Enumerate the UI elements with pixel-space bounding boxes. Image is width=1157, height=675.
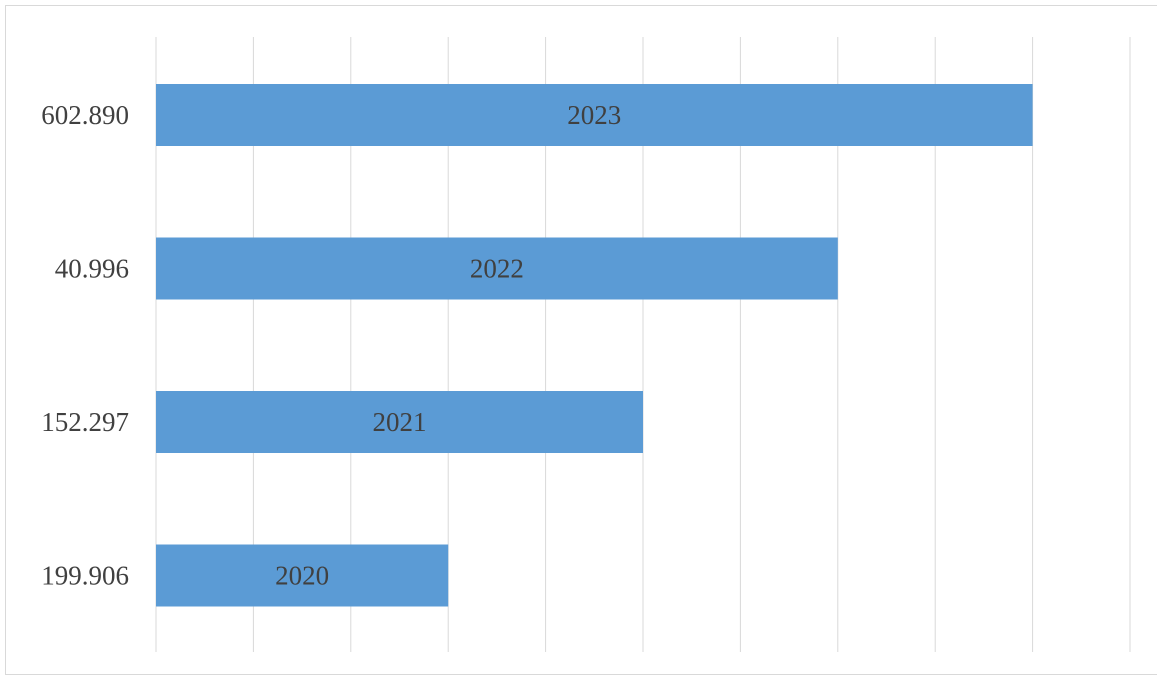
bar-data-label: 2021 — [373, 407, 427, 437]
category-label: 40.996 — [55, 254, 129, 284]
bar-2023 — [156, 84, 1033, 146]
category-label: 152.297 — [41, 407, 129, 437]
category-label: 199.906 — [41, 561, 129, 591]
bar-2020 — [156, 544, 449, 607]
bar-data-label: 2020 — [275, 561, 329, 591]
bar-data-label: 2023 — [567, 100, 621, 130]
bar-2021 — [156, 391, 643, 453]
bars-layer: 2023 2022 2021 2020 — [156, 84, 1033, 607]
category-labels: 602.890 40.996 152.297 199.906 — [41, 100, 129, 591]
bar-data-label: 2022 — [470, 254, 524, 284]
bar-2022 — [156, 237, 838, 300]
category-label: 602.890 — [41, 100, 129, 130]
